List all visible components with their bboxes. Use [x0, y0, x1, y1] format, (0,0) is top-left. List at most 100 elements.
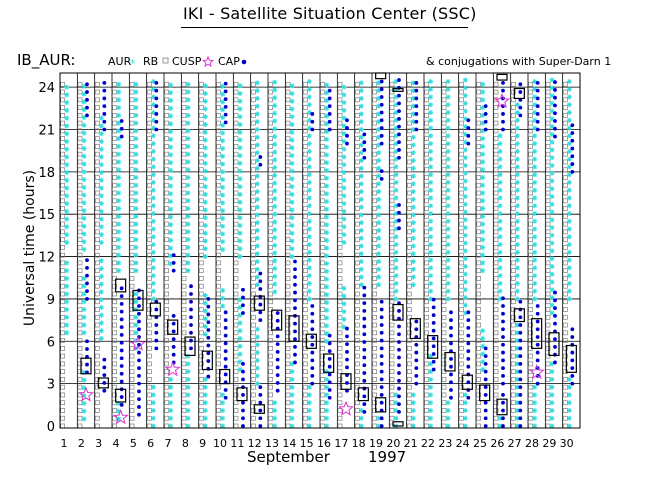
rb-point [562, 128, 568, 134]
aur-point [514, 257, 520, 263]
aur-point [98, 216, 104, 222]
rb-point [164, 105, 170, 110]
rb-point [94, 330, 100, 336]
cap-point [553, 95, 557, 100]
rb-point [164, 213, 170, 219]
aur-point [376, 220, 382, 226]
cap-point [137, 397, 141, 402]
rb-point [441, 299, 447, 305]
cap-point [379, 177, 384, 181]
aur-point [202, 331, 208, 337]
rb-point [302, 198, 308, 204]
rb-point [320, 299, 326, 305]
rb-point [493, 392, 499, 398]
rb-point [372, 307, 378, 312]
cap-point [379, 338, 384, 343]
rb-point [233, 345, 239, 351]
aur-point [514, 330, 520, 336]
aur-point [168, 245, 174, 251]
rb-point [337, 260, 343, 266]
aur-point [393, 280, 399, 286]
rb-point [216, 151, 222, 157]
aur-point [514, 338, 520, 344]
aur-point [428, 376, 434, 382]
aur-point [393, 110, 399, 116]
cap-point [518, 400, 523, 405]
rb-point [268, 198, 274, 204]
cap-point [119, 371, 124, 376]
rb-point [528, 159, 534, 165]
rb-point [493, 198, 499, 204]
rb-point [493, 283, 499, 289]
rb-point [372, 81, 378, 87]
rb-point [476, 361, 482, 367]
cap-point [397, 347, 401, 352]
aur-point [341, 232, 347, 238]
rb-point [302, 330, 308, 336]
rb-point [94, 338, 100, 343]
rb-point [216, 338, 222, 343]
aur-point [358, 189, 364, 195]
cap-point [501, 296, 505, 301]
cap-point [223, 318, 228, 322]
rb-point [77, 268, 83, 274]
cap-point [258, 408, 263, 413]
aur-point [376, 142, 382, 148]
cap-point [518, 82, 523, 87]
rb-point [181, 415, 187, 421]
aur-point [428, 125, 434, 131]
rb-point [216, 322, 222, 328]
rb-point [528, 330, 534, 336]
aur-point [480, 81, 486, 87]
rb-point [458, 299, 464, 305]
rb-point [528, 175, 534, 180]
rb-point [112, 105, 118, 110]
rb-point [424, 268, 430, 274]
aur-point [202, 246, 208, 252]
aur-point [497, 234, 503, 240]
cap-point [449, 333, 453, 338]
cap-point [431, 344, 436, 349]
rb-point [302, 415, 308, 421]
rb-point [458, 369, 464, 374]
aur-point [237, 207, 243, 213]
aur-point [445, 400, 451, 406]
aur-point [237, 160, 243, 166]
rb-point [268, 113, 274, 118]
aur-point [393, 156, 399, 162]
rb-point [129, 120, 135, 126]
rb-point [406, 307, 412, 312]
rb-point [285, 361, 291, 367]
aur-point [341, 146, 347, 152]
rb-point [562, 206, 568, 211]
cap-point [171, 268, 176, 273]
rb-point [198, 384, 204, 390]
aur-point [185, 384, 191, 390]
aur-point [549, 225, 555, 231]
cap-point [379, 330, 384, 335]
rb-point [94, 392, 100, 398]
rb-point [354, 167, 360, 173]
rb-point [528, 408, 534, 413]
aur-point [549, 108, 555, 114]
cap-point [535, 319, 540, 324]
rb-point [181, 213, 187, 219]
aur-point [306, 125, 312, 131]
rb-point [302, 299, 308, 305]
conjugation-box [496, 398, 508, 416]
rb-point [424, 392, 430, 398]
aur-point [202, 207, 208, 213]
rb-point [268, 144, 274, 149]
aur-point [289, 122, 295, 128]
aur-point [566, 86, 572, 92]
aur-point [514, 407, 520, 413]
rb-point [476, 276, 482, 281]
rb-point [389, 144, 395, 149]
rb-point [528, 237, 534, 242]
cap-point [171, 352, 176, 357]
rb-point [476, 384, 482, 390]
aur-point [289, 145, 295, 151]
rb-point [337, 384, 343, 390]
cap-point [379, 416, 384, 421]
rb-point [493, 120, 499, 126]
